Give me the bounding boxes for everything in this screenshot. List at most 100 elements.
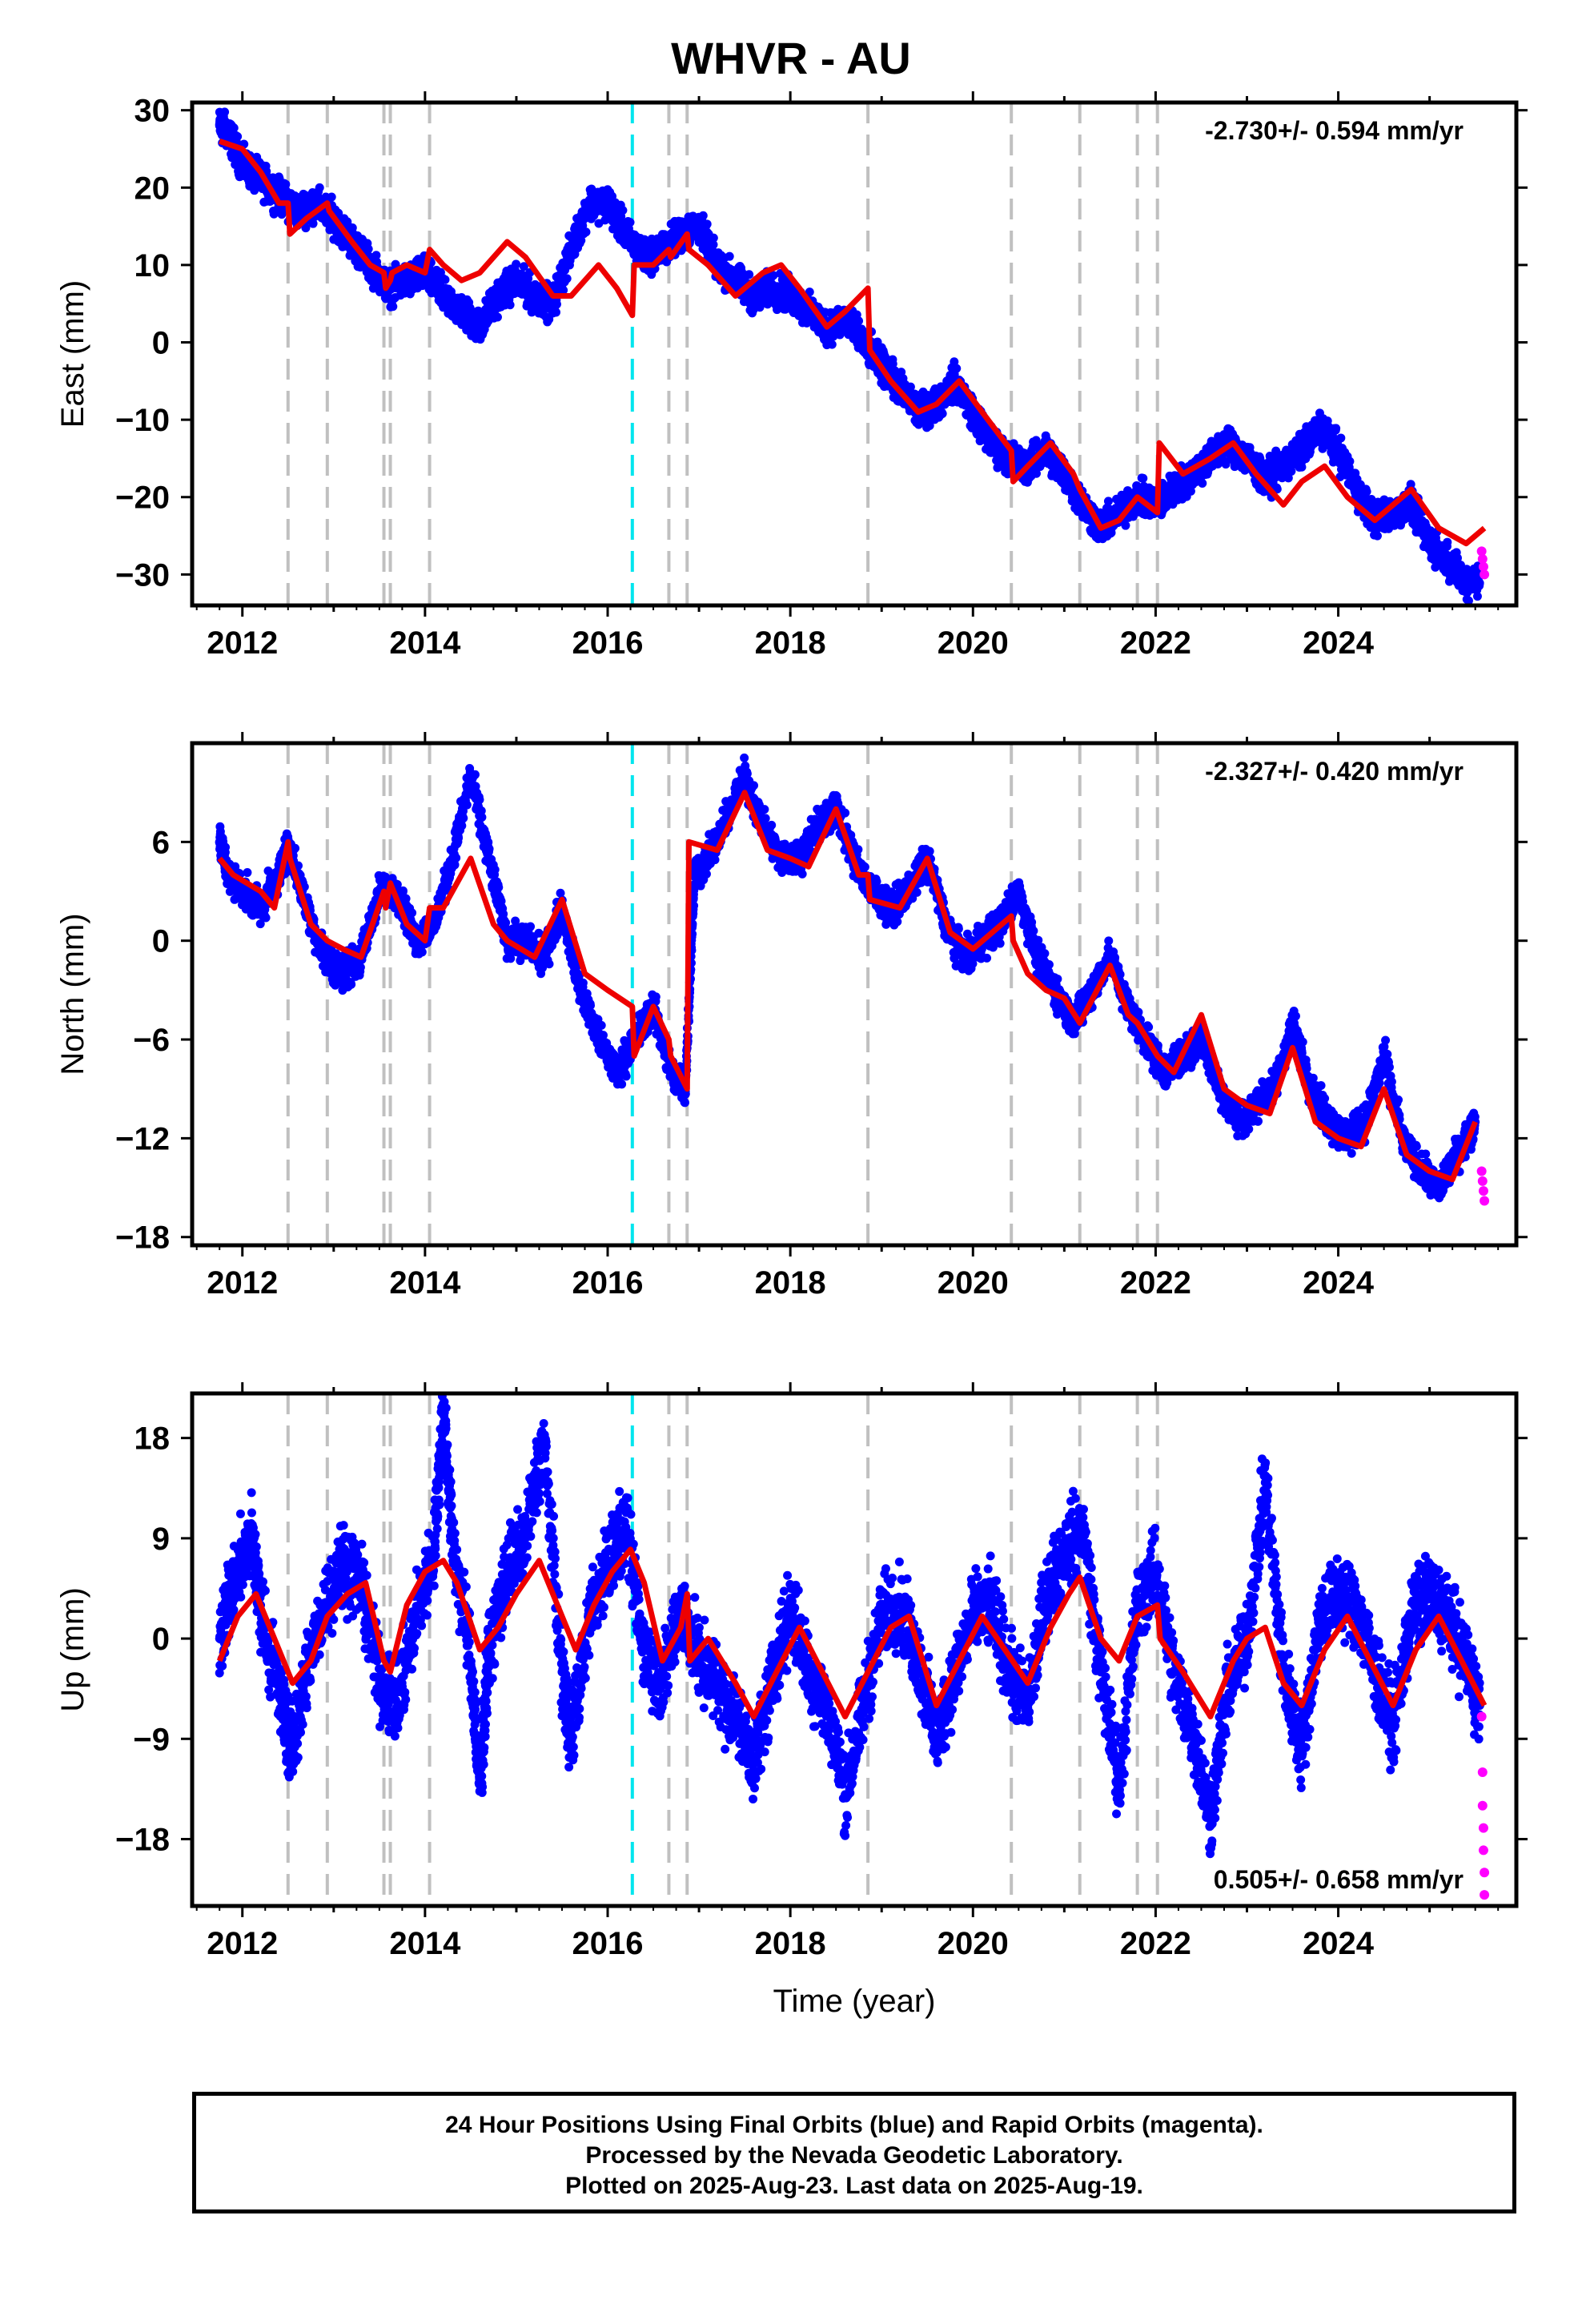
data-point-final [1297, 446, 1307, 456]
data-point-final [745, 270, 754, 279]
data-point-final [224, 129, 234, 139]
data-point-final [512, 259, 521, 269]
data-point-final [1334, 446, 1343, 456]
data-point-final [1425, 539, 1435, 549]
data-point-final [694, 222, 704, 231]
data-point-final [640, 252, 649, 262]
data-point-final [301, 223, 311, 233]
data-point-final [950, 357, 959, 367]
data-point-final [402, 275, 412, 285]
data-point-final [1443, 554, 1452, 564]
plot-frame [190, 100, 1519, 608]
data-point-final [1475, 578, 1484, 588]
data-point-final [603, 199, 612, 208]
data-point-final [371, 251, 381, 260]
data-point-final [749, 292, 759, 301]
data-point-final [493, 292, 503, 301]
data-point-final [519, 262, 528, 271]
chart-title: WHVR - AU [671, 33, 911, 83]
data-point-final [618, 206, 628, 215]
model-line [219, 138, 1487, 547]
data-point-final [905, 382, 915, 392]
data-point-final [858, 338, 868, 348]
data-point-final [854, 316, 864, 326]
data-point-rapid [1480, 569, 1490, 580]
data-point-final [938, 408, 947, 418]
data-point-final [512, 275, 521, 285]
data-point-final [327, 192, 336, 202]
data-point-final [238, 159, 247, 169]
data-point-final [548, 299, 558, 308]
data-point-final [888, 359, 897, 368]
data-point-final [1287, 466, 1296, 476]
data-point-final [698, 211, 708, 220]
data-point-final [229, 123, 239, 133]
data-point-final [1362, 487, 1371, 497]
data-point-final [530, 292, 540, 301]
data-point-final [1372, 531, 1382, 541]
data-point-final [1461, 577, 1471, 587]
data-point-final [562, 274, 572, 283]
data-point-final [1186, 486, 1195, 496]
data-point-final [1431, 562, 1440, 572]
data-point-final [713, 260, 722, 270]
plot-area [215, 103, 1490, 605]
data-point-final [1297, 462, 1307, 472]
time-series-plots: 2012 2014 2016 2018 2020 2022 20243020100−10−2… [55, 91, 1528, 2019]
data-point-final [968, 407, 978, 416]
data-point-final [581, 227, 591, 237]
data-point-final [805, 287, 814, 297]
data-point-final [621, 229, 631, 239]
data-point-final [1336, 433, 1346, 443]
data-point-final [1279, 461, 1288, 471]
data-point-rapid [1478, 561, 1488, 572]
data-point-final [986, 438, 996, 448]
data-point-final [566, 245, 576, 255]
data-point-final [1169, 485, 1178, 494]
data-point-final [731, 275, 741, 285]
data-point-final [363, 244, 373, 254]
data-point-final [1315, 423, 1325, 432]
data-point-final [827, 340, 837, 349]
data-point-final [1453, 553, 1463, 563]
data-point-final [439, 292, 448, 301]
data-point-final [308, 219, 318, 228]
data-point-final [551, 308, 560, 317]
data-point-final [388, 302, 398, 312]
data-point-final [1121, 521, 1130, 530]
data-point-final [625, 218, 635, 227]
data-point-final [576, 235, 586, 245]
data-point-final [1103, 497, 1113, 506]
data-point-final [457, 307, 467, 316]
data-point-final [1351, 485, 1361, 494]
data-point-final [233, 131, 243, 141]
data-point-final [1464, 596, 1473, 605]
panel-east: 2012 2014 2016 2018 2020 2022 20243020100−10−2… [55, 91, 1528, 661]
data-point-final [215, 121, 224, 131]
data-point-final [785, 292, 795, 301]
data-point-final [1407, 500, 1416, 509]
data-point-final [952, 364, 962, 373]
data-point-final [702, 219, 712, 229]
data-point-rapid [1477, 554, 1488, 565]
data-point-final [1059, 469, 1069, 479]
data-point-final [804, 307, 813, 316]
data-point-final [709, 240, 718, 250]
data-point-final [1198, 478, 1207, 488]
data-point-rapid [1476, 546, 1487, 557]
data-point-final [725, 251, 734, 261]
data-point-final [1406, 480, 1415, 489]
data-point-final [492, 312, 502, 322]
data-point-final [767, 283, 777, 293]
data-point-final [505, 300, 515, 310]
data-point-final [1472, 592, 1482, 601]
data-point-final [281, 179, 291, 189]
data-point-final [1138, 473, 1148, 483]
data-point-final [769, 271, 778, 280]
data-point-final [311, 199, 320, 208]
data-point-final [1345, 456, 1355, 466]
data-point-final [925, 420, 934, 430]
data-point-final [1031, 468, 1041, 478]
data-point-final [440, 275, 450, 284]
data-point-final [1443, 537, 1452, 547]
